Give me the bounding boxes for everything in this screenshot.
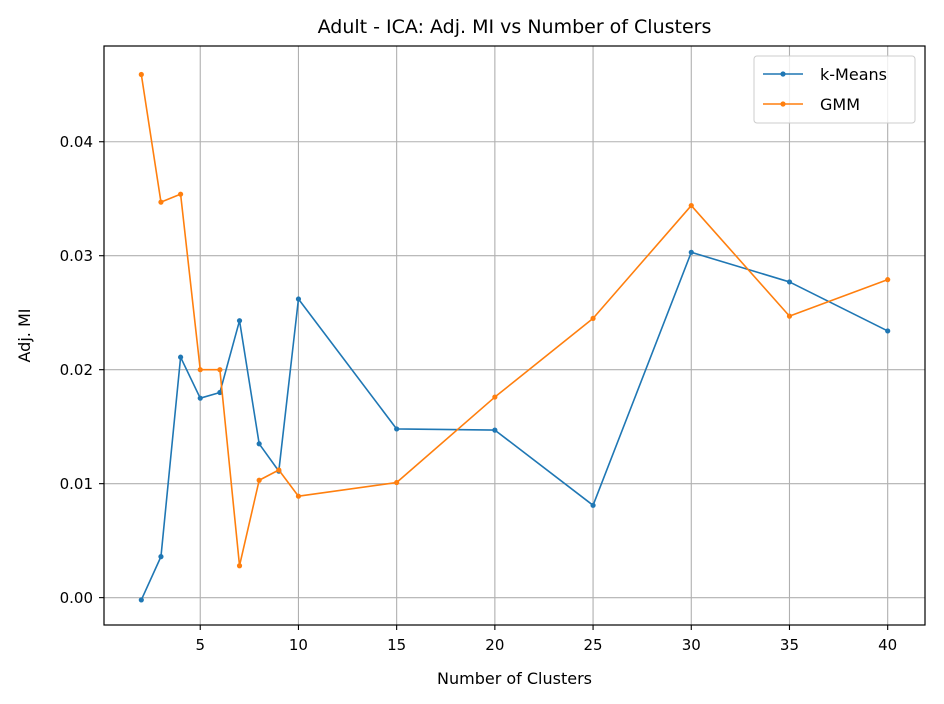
data-point-gmm	[786, 313, 793, 319]
chart-title: Adult - ICA: Adj. MI vs Number of Cluste…	[318, 16, 712, 38]
data-point-k-means	[236, 318, 243, 324]
y-tick-label: 0.01	[60, 475, 93, 493]
x-tick-label: 15	[387, 636, 406, 654]
x-tick-label: 10	[289, 636, 308, 654]
data-point-gmm	[394, 479, 400, 486]
x-tick-label: 30	[682, 636, 701, 654]
x-tick-label: 25	[584, 636, 603, 654]
data-point-gmm	[688, 202, 694, 209]
y-tick-label: 0.03	[60, 247, 93, 265]
y-tick-label: 0.02	[60, 361, 93, 379]
y-tick-label: 0.04	[60, 133, 93, 151]
x-axis-label: Number of Clusters	[437, 669, 592, 688]
legend-marker-gmm	[780, 101, 786, 107]
data-point-gmm	[178, 191, 184, 197]
data-point-k-means	[786, 279, 793, 285]
data-point-k-means	[138, 597, 144, 603]
axes-frame	[103, 45, 926, 626]
x-tick-label: 20	[485, 636, 504, 654]
data-point-gmm	[492, 394, 498, 400]
data-point-gmm	[256, 477, 262, 483]
data-point-gmm	[276, 467, 282, 473]
x-tick-label: 35	[780, 636, 799, 654]
x-tick-label: 40	[878, 636, 897, 654]
axis-ticks: 5 10 15 20 25 30 35 40 0.00 0.01 0.02 0.03 0.04	[60, 133, 898, 654]
legend-label-gmm: GMM	[820, 95, 860, 114]
legend-box	[753, 55, 916, 124]
grid-lines	[104, 46, 925, 625]
data-point-gmm	[885, 277, 891, 283]
data-point-k-means	[590, 502, 596, 508]
data-point-gmm	[590, 315, 596, 322]
data-point-gmm	[295, 493, 302, 499]
data-point-k-means	[885, 328, 891, 334]
data-point-k-means	[394, 426, 400, 432]
legend: k-Means GMM	[753, 55, 916, 124]
data-point-gmm	[217, 367, 223, 373]
data-point-k-means	[217, 389, 223, 396]
legend-marker-k-means	[780, 71, 786, 77]
data-point-k-means	[688, 249, 694, 255]
data-point-gmm	[158, 199, 164, 205]
data-point-k-means	[295, 296, 302, 302]
data-point-gmm	[197, 367, 203, 373]
x-tick-label: 5	[195, 636, 205, 654]
y-axis-label: Adj. MI	[15, 309, 34, 363]
y-tick-label: 0.00	[60, 589, 93, 607]
data-point-gmm	[236, 563, 243, 569]
plot-area	[138, 71, 891, 603]
data-point-k-means	[158, 554, 164, 560]
series-gmm	[138, 71, 891, 569]
data-point-k-means	[492, 427, 498, 433]
legend-label-k-means: k-Means	[820, 65, 887, 84]
data-point-k-means	[197, 395, 203, 401]
data-point-k-means	[178, 354, 184, 360]
data-point-k-means	[256, 441, 262, 447]
data-point-gmm	[138, 71, 144, 78]
